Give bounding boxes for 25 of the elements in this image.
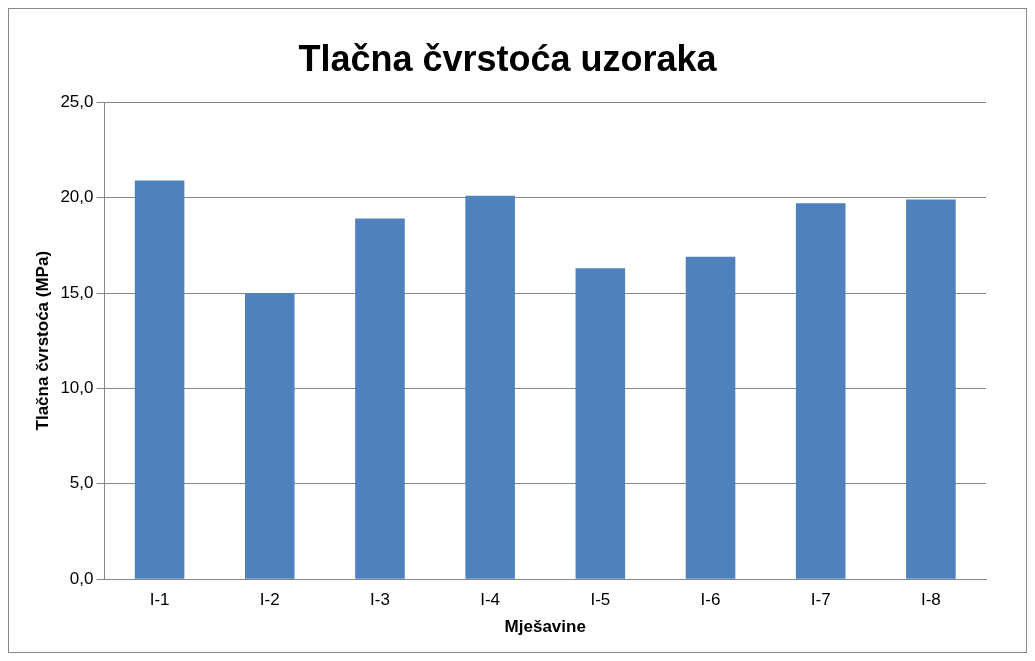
y-tick-label: 20,0 xyxy=(60,187,94,207)
bar xyxy=(906,199,956,579)
x-tick-label: I-6 xyxy=(700,590,721,610)
bar xyxy=(795,203,846,579)
bar xyxy=(355,218,405,579)
x-tick-label: I-5 xyxy=(590,590,611,610)
x-tick-label: I-3 xyxy=(370,590,390,610)
bar xyxy=(575,268,626,579)
x-tick-label: I-4 xyxy=(480,590,501,610)
y-tick-label: 5,0 xyxy=(69,473,94,493)
x-tick-label: I-1 xyxy=(149,590,170,610)
bar xyxy=(134,180,185,579)
bar xyxy=(465,195,515,579)
x-tick-label: I-8 xyxy=(920,590,941,610)
y-tick-label: 0,0 xyxy=(69,568,94,588)
x-tick-label: I-2 xyxy=(259,590,280,610)
x-tick-label: I-7 xyxy=(810,590,831,610)
y-tick-label: 25,0 xyxy=(60,91,94,111)
y-tick-label: 10,0 xyxy=(60,378,94,398)
y-axis-title: Tlačna čvrstoća (MPa) xyxy=(32,250,52,431)
chart-title: Tlačna čvrstoća uzoraka xyxy=(298,37,718,79)
bar xyxy=(685,256,736,579)
y-tick-label: 15,0 xyxy=(60,282,94,302)
x-axis-title: Mješavine xyxy=(504,617,586,637)
bar xyxy=(244,293,295,579)
